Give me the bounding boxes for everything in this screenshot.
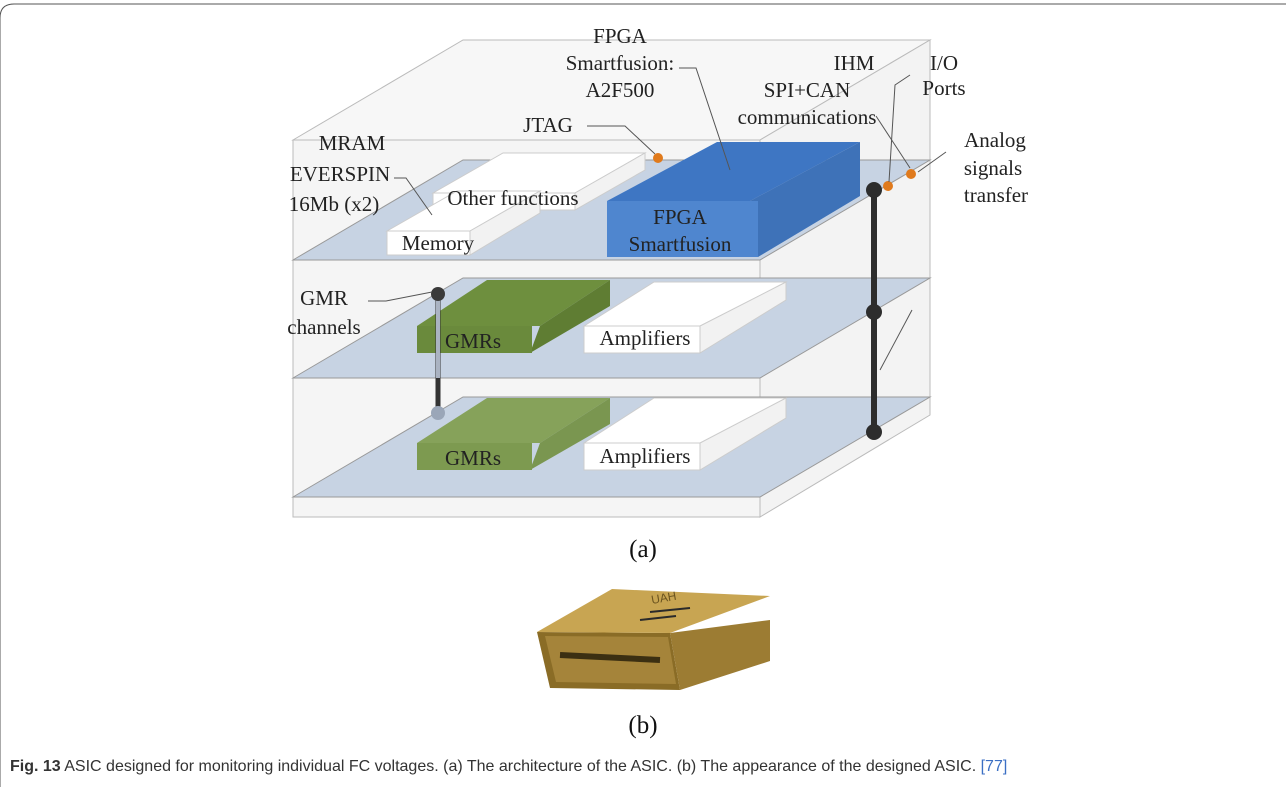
amplifiers-bottom-block-front: [583, 442, 701, 471]
bus-leader-line: [879, 309, 913, 371]
ihm-label-1: IHM: [834, 51, 875, 75]
fpga-block-label-2: Smartfusion: [629, 232, 732, 256]
gmr-connector-node: [431, 287, 445, 301]
bus-node: [866, 182, 882, 198]
fpga-leader-line: [679, 67, 731, 171]
amplifiers-top-block-front: [583, 325, 701, 354]
asic-architecture-diagram: FPGA Smartfusion: A2F500 JTAG MRAM EVERS…: [287, 24, 1028, 518]
jtag-label: JTAG: [523, 113, 573, 137]
chip-marking: [639, 615, 677, 621]
ihm-label-3: communications: [738, 105, 877, 129]
mram-label-1: MRAM: [319, 131, 386, 155]
gmrs-bottom-block-top: [417, 398, 610, 443]
bus-node: [866, 424, 882, 440]
mram-leader-line: [394, 177, 433, 216]
ihm-leader-line: [875, 115, 911, 169]
memory-label: Memory: [402, 231, 475, 255]
chip-right-side: [670, 620, 770, 690]
bus-node: [866, 304, 882, 320]
fpga-block-top: [607, 142, 860, 201]
other-functions-label: Other functions: [447, 186, 578, 210]
caption-text: ASIC designed for monitoring individual …: [60, 758, 981, 775]
jtag-pin: [653, 153, 663, 163]
gmr-channels-label-2: channels: [287, 315, 360, 339]
gmr-channels-leader-line: [368, 291, 433, 302]
amplifiers-bottom-label: Amplifiers: [600, 444, 691, 468]
amplifiers-top-label: Amplifiers: [600, 326, 691, 350]
figure-caption: Fig. 13 ASIC designed for monitoring ind…: [10, 758, 1007, 776]
gmrs-top-block-top: [417, 280, 610, 326]
analog-label-1: Analog: [964, 128, 1026, 152]
gmrs-top-block-side: [530, 280, 610, 353]
gmr-connector-node: [431, 406, 445, 420]
gmr-channels-label-1: GMR: [300, 286, 348, 310]
analog-pin: [906, 169, 916, 179]
gmrs-top-label: GMRs: [445, 329, 501, 353]
mram-label-2: EVERSPIN: [290, 162, 390, 186]
fpga-block-side: [750, 142, 860, 257]
jtag-leader-line: [587, 125, 656, 155]
io-leader-line: [888, 74, 911, 183]
fpga-block-label-1: FPGA: [653, 205, 708, 229]
subfigure-b-label: (b): [628, 712, 657, 739]
chip-slot: [559, 652, 661, 663]
subfigure-a-label: (a): [629, 536, 657, 563]
gmrs-bottom-block-front: [417, 443, 532, 470]
asic-chip-photo: UAH: [537, 589, 770, 690]
analog-label-3: transfer: [964, 183, 1028, 207]
io-pin: [883, 181, 893, 191]
analog-leader-line: [917, 151, 947, 173]
fpga-block-front: [607, 201, 758, 257]
mram-label-3: 16Mb (x2): [289, 192, 379, 216]
chip-marking: [649, 607, 691, 613]
citation-link[interactable]: [77]: [980, 758, 1008, 775]
panel-border: [0, 3, 1286, 787]
fpga-title-label-3: A2F500: [586, 78, 655, 102]
fpga-title-label-2: Smartfusion:: [566, 51, 675, 75]
gmrs-bottom-label: GMRs: [445, 446, 501, 470]
gmrs-bottom-block-side: [530, 398, 610, 470]
figure-number: Fig. 13: [10, 758, 61, 775]
io-label-2: Ports: [922, 76, 965, 100]
chip-engraving: UAH: [650, 589, 677, 607]
fpga-title-label-1: FPGA: [593, 24, 648, 48]
ihm-label-2: SPI+CAN: [764, 78, 851, 102]
analog-label-2: signals: [964, 156, 1022, 180]
memory-block-front: [386, 230, 471, 256]
io-label-1: I/O: [930, 51, 958, 75]
